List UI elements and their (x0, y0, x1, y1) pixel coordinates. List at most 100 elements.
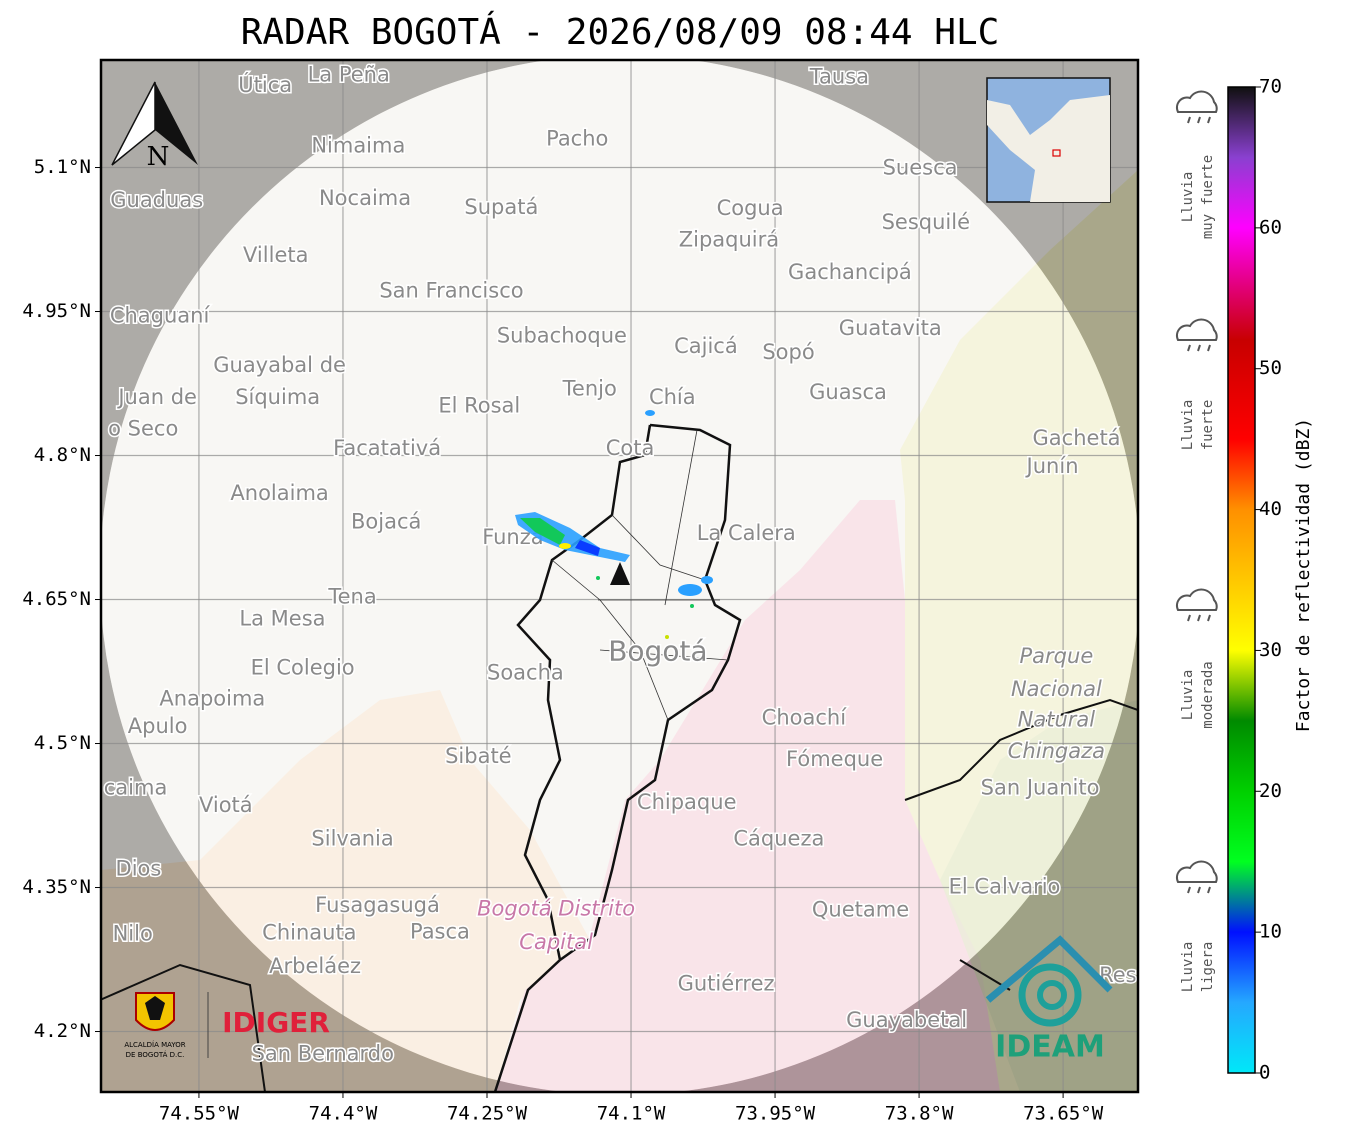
place-label: Tenjo (562, 376, 617, 400)
place-label: Dios (116, 856, 162, 880)
place-label: Fómeque (786, 747, 883, 771)
place-label: El Colegio (251, 656, 355, 680)
rain-drops (1187, 116, 1211, 124)
place-label: El Rosal (438, 394, 520, 418)
rain-label: Lluvia (1180, 172, 1196, 223)
place-label: Supatá (464, 195, 538, 219)
x-tick-label: 74.1°W (597, 1103, 666, 1125)
colorbar-axis: 0 10 20 30 40 50 60 70 (1255, 76, 1282, 1084)
place-label: Bogotá (608, 634, 707, 667)
title: RADAR BOGOTÁ - 2026/08/09 08:44 HLC (241, 11, 1000, 53)
place-label: Nacional (1011, 677, 1102, 701)
place-label: Síquima (235, 385, 320, 409)
y-tick-label: 4.8°N (34, 444, 91, 466)
map-area: Útica La Peña Tausa Pacho Nimaima Guaduas Noca… (101, 60, 1138, 1092)
radar-site (610, 562, 630, 585)
place-label: Guayabetal (846, 1008, 967, 1032)
y-tick-label: 4.2°N (34, 1020, 91, 1042)
place-label: Silvania (311, 827, 393, 851)
place-label: San Juanito (981, 776, 1100, 800)
radar-echoes (515, 410, 713, 639)
grid (101, 60, 1138, 1092)
place-label: Juan de (116, 385, 197, 409)
y-tick-label: 4.95°N (22, 300, 91, 322)
place-label: Quetame (812, 898, 909, 922)
place-label: La Calera (697, 521, 796, 545)
logo-ideam-text: IDEAM (995, 1030, 1105, 1065)
y-tick-label: 4.65°N (22, 588, 91, 610)
place-label: Capital (519, 930, 593, 954)
place-label: Chinauta (262, 921, 356, 945)
place-label: La Mesa (239, 607, 325, 631)
locality-boundaries (551, 429, 729, 721)
axes: 74.55°W 74.4°W 74.25°W 74.1°W 73.95°W 73.8°W 7… (22, 156, 1103, 1124)
colorbar-tick-label: 40 (1259, 498, 1282, 520)
place-label: Guayabal de (213, 353, 346, 377)
place-label: Parque (1020, 644, 1094, 668)
place-label: Tausa (809, 64, 869, 88)
place-label: Arbeláez (269, 954, 361, 978)
place-label: caima (104, 776, 168, 800)
weather-icon (1175, 318, 1218, 341)
colorbar-label: Factor de reflectividad (dBZ) (1293, 418, 1314, 732)
place-label: Bogotá Distrito (477, 897, 635, 921)
logo-text: DE BOGOTÁ D.C. (126, 1050, 185, 1059)
y-tick-label: 5.1°N (34, 156, 91, 178)
place-labels: Útica La Peña Tausa Pacho Nimaima Guaduas Noca… (102, 61, 1138, 1067)
logo-text: ALCALDÍA MAYOR (124, 1040, 185, 1049)
rain-label: ligera (1200, 942, 1216, 993)
place-label: Cáqueza (733, 827, 824, 851)
logo-idiger: IDIGER (222, 1006, 330, 1039)
colorbar-tick-label: 50 (1259, 357, 1282, 379)
weather-icon (1175, 588, 1218, 611)
place-label: Gachancipá (788, 260, 912, 284)
place-label: Gutiérrez (678, 971, 775, 995)
rain-drops (1187, 886, 1211, 894)
place-label: La Peña (308, 62, 390, 86)
weather-icon (1175, 90, 1218, 113)
place-label: Suesca (883, 155, 958, 179)
north-arrow: N (111, 81, 198, 172)
place-label: San Francisco (379, 278, 523, 302)
place-label: Anapoima (159, 686, 265, 710)
x-tick-label: 74.4°W (309, 1103, 378, 1125)
place-label: Viotá (199, 793, 253, 817)
colorbar (1227, 86, 1256, 1074)
place-label: Guatavita (839, 316, 942, 340)
place-label: Subachoque (497, 323, 627, 347)
colorbar-tick-label: 30 (1259, 639, 1282, 661)
place-label: Chaguaní (110, 303, 211, 327)
colorbar-tick-label: 10 (1259, 921, 1282, 943)
place-label: Junín (1025, 454, 1079, 478)
rain-drops (1187, 344, 1211, 352)
y-tick-label: 4.5°N (34, 732, 91, 754)
place-label: Chingaza (1008, 739, 1105, 763)
place-label: Soacha (487, 660, 564, 684)
place-label: Bojacá (351, 510, 421, 534)
place-label: Sibaté (445, 744, 512, 768)
place-label: Fusagasugá (315, 893, 440, 917)
place-label: Cajicá (674, 334, 738, 358)
place-label: Nimaima (311, 133, 405, 157)
x-tick-label: 74.55°W (159, 1103, 240, 1125)
inset-map (986, 77, 1111, 203)
place-label: El Calvario (949, 875, 1061, 899)
weather-icon (1175, 860, 1218, 883)
place-label: Nocaima (319, 186, 411, 210)
district-boundary (493, 423, 742, 1092)
rain-label: fuerte (1200, 400, 1216, 451)
rain-label: Lluvia (1180, 942, 1196, 993)
place-label: Cogua (717, 196, 784, 220)
place-label: Facatativá (333, 436, 441, 460)
place-label: Choachí (762, 706, 848, 730)
place-label: Zipaquirá (679, 227, 779, 251)
place-label: Sesquilé (882, 210, 970, 234)
x-tick-label: 74.25°W (447, 1103, 528, 1125)
place-label: Cota (606, 436, 655, 460)
colorbar-tick-label: 20 (1259, 780, 1282, 802)
place-label: Tena (327, 585, 376, 609)
place-label: Pacho (546, 127, 608, 151)
